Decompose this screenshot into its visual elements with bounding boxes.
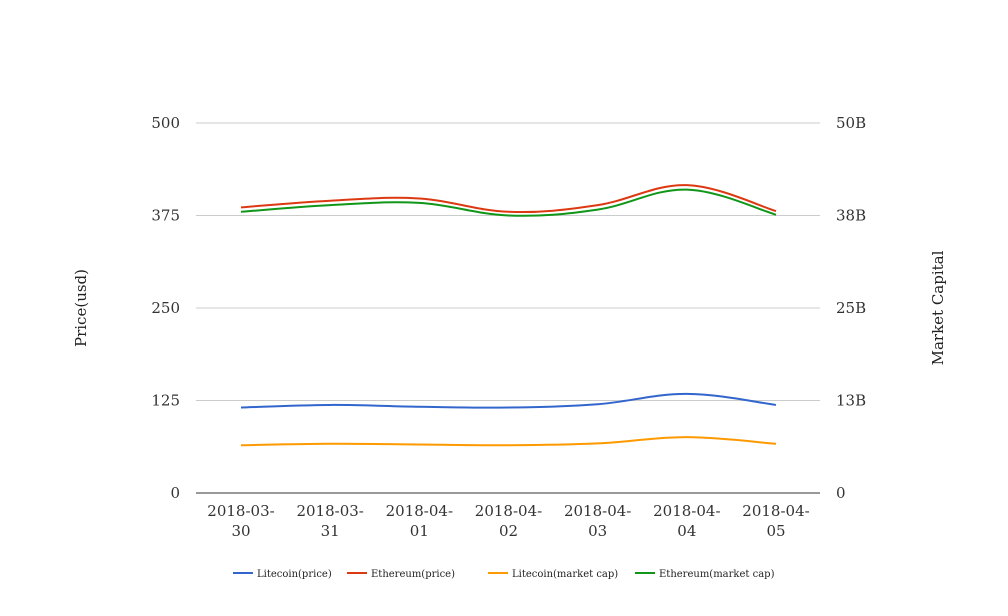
y2-tick-label: 50B: [836, 114, 866, 132]
axes: 0 0 125 13B 250 25B 375 38B 500 50B 2018-03-30 2018…: [151, 114, 866, 540]
series-line-litecoin-market-cap: [240, 436, 777, 447]
x-tick-label: 2018-03-30: [207, 502, 274, 540]
x-tick-label: 2018-03-31: [296, 502, 363, 540]
y2-tick-label: 38B: [836, 207, 866, 225]
legend-item[interactable]: Ethereum(price): [347, 569, 455, 580]
y-tick-label: 125: [151, 392, 180, 410]
legend: Litecoin(price) Ethereum(price) Litecoin(m…: [233, 569, 775, 580]
legend-label: Litecoin(price): [257, 569, 332, 580]
legend-label: Ethereum(price): [371, 569, 455, 580]
x-tick-label: 2018-04-03: [564, 502, 631, 540]
series-line-litecoin-price: [240, 392, 777, 409]
x-tick-label: 2018-04-05: [742, 502, 809, 540]
x-tick-label: 2018-04-01: [386, 502, 453, 540]
y2-tick-label: 13B: [836, 392, 866, 410]
legend-item[interactable]: Litecoin(price): [233, 569, 332, 580]
gridlines: [196, 122, 820, 401]
y-tick-label: 500: [151, 114, 180, 132]
series-line-ethereum-price: [240, 184, 777, 214]
series-line-ethereum-market-cap: [240, 188, 777, 217]
y2-tick-label: 25B: [836, 299, 866, 317]
y-tick-label: 375: [151, 207, 180, 225]
legend-label: Ethereum(market cap): [659, 569, 775, 580]
legend-item[interactable]: Ethereum(market cap): [635, 569, 775, 580]
x-tick-label: 2018-04-04: [653, 502, 720, 540]
legend-label: Litecoin(market cap): [512, 569, 618, 580]
y-tick-label: 250: [151, 299, 180, 317]
y2-tick-label: 0: [836, 484, 846, 502]
x-tick-label: 2018-04-02: [475, 502, 542, 540]
y-axis-title: Price(usd): [72, 269, 90, 347]
y2-axis-title: Market Capital: [929, 250, 947, 365]
series-lines: [240, 184, 777, 447]
legend-item[interactable]: Litecoin(market cap): [488, 569, 618, 580]
y-tick-label: 0: [170, 484, 180, 502]
